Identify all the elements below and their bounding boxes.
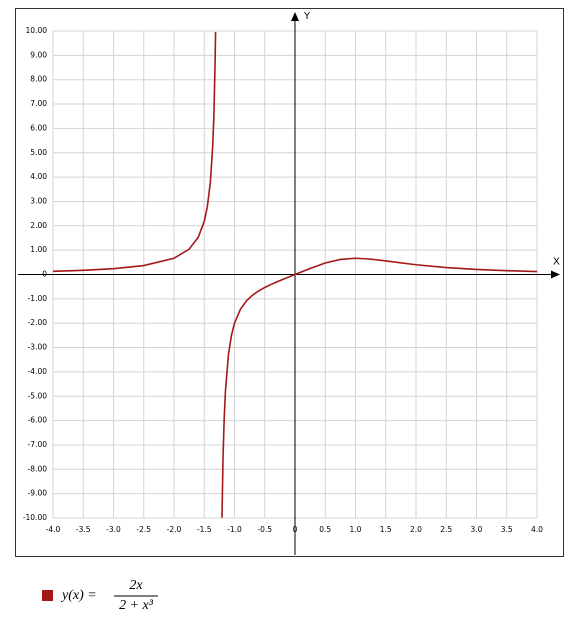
y-axis-arrow (291, 12, 299, 21)
x-tick-label: -3.0 (106, 525, 121, 534)
x-tick-label: -2.5 (136, 525, 151, 534)
x-tick-label: -4.0 (46, 525, 61, 534)
legend-swatch (42, 590, 53, 601)
x-axis-label: X (553, 257, 560, 268)
x-tick-label: -1.5 (197, 525, 212, 534)
legend-label: y(x) = (60, 588, 97, 603)
y-tick-label: 9.00 (30, 50, 47, 59)
legend-denominator: 2 + x³ (119, 598, 154, 613)
y-tick-label: -2.00 (28, 318, 48, 327)
x-tick-label: 3.0 (471, 525, 483, 534)
y-tick-label: -6.00 (28, 416, 48, 425)
x-tick-label: 1.0 (350, 525, 362, 534)
y-tick-label: 8.00 (30, 75, 47, 84)
x-tick-label: 2.0 (410, 525, 422, 534)
legend: y(x) = 2x 2 + x³ (42, 578, 158, 613)
plot-area: -4.0-3.5-3.0-2.5-2.0-1.5-1.0-0.500.51.01… (18, 11, 560, 555)
x-axis-arrow (551, 270, 560, 279)
y-tick-label: -1.00 (28, 294, 48, 303)
y-tick-label: 6.00 (30, 123, 47, 132)
y-tick-label: 5.00 (30, 148, 47, 157)
x-tick-label: 1.5 (380, 525, 392, 534)
y-tick-label: 4.00 (30, 172, 47, 181)
y-tick-label: 3.00 (30, 196, 47, 205)
y-tick-label: -4.00 (28, 367, 48, 376)
y-tick-label: -5.00 (28, 391, 48, 400)
x-tick-label: -0.5 (257, 525, 272, 534)
y-tick-label: -7.00 (28, 440, 48, 449)
y-tick-label: 7.00 (30, 99, 47, 108)
x-tick-label: 0.5 (319, 525, 331, 534)
x-tick-label: -1.0 (227, 525, 242, 534)
y-tick-label: -10.00 (23, 513, 47, 522)
y-tick-label: 1.00 (30, 245, 47, 254)
y-tick-label: -8.00 (28, 464, 48, 473)
x-tick-label: 3.5 (501, 525, 513, 534)
x-tick-label: -2.0 (167, 525, 182, 534)
legend-numerator: 2x (129, 578, 143, 593)
y-tick-label: -9.00 (28, 489, 48, 498)
y-axis-label: Y (303, 11, 311, 22)
plot-frame (15, 8, 564, 557)
x-tick-label: -3.5 (76, 525, 91, 534)
x-tick-label: 2.5 (440, 525, 452, 534)
y-tick-label: -3.00 (28, 343, 48, 352)
x-tick-label: 4.0 (531, 525, 543, 534)
y-tick-label: 2.00 (30, 221, 47, 230)
curve (52, 31, 538, 518)
y-tick-label: 10.00 (26, 26, 48, 35)
